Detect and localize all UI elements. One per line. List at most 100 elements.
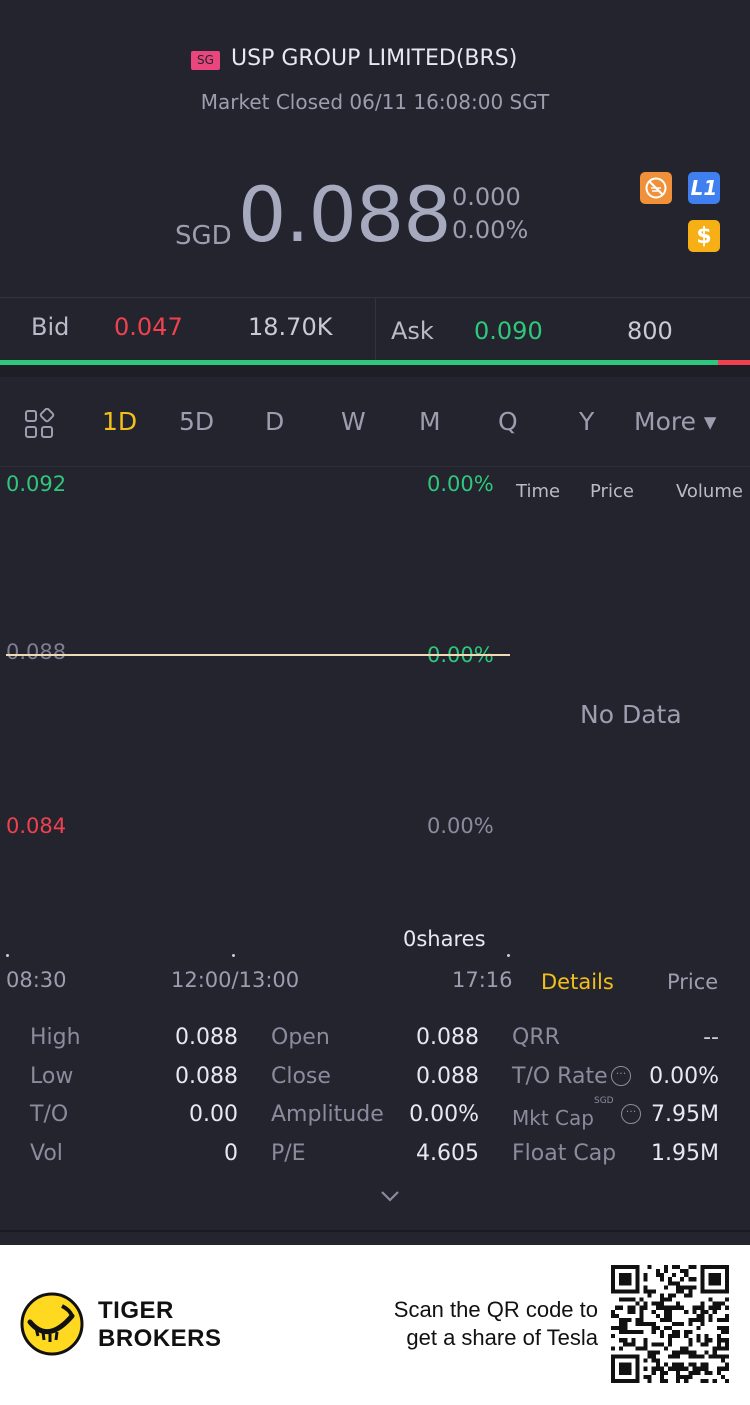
qr-module [631, 1309, 636, 1314]
qr-code-icon[interactable] [611, 1265, 729, 1383]
qr-module [692, 1370, 697, 1375]
qr-module [700, 1321, 705, 1327]
qr-module [663, 1362, 668, 1367]
qr-module [716, 1305, 721, 1310]
qr-module [643, 1346, 648, 1351]
tab-more-dropdown[interactable]: More ▾ [634, 407, 717, 436]
ts-column-time: Time [516, 481, 561, 502]
qr-module [708, 1370, 713, 1375]
no-short-sell-glyph [645, 177, 667, 199]
qr-module [696, 1366, 701, 1371]
ts-column-volume: Volume [676, 481, 743, 502]
qr-module [639, 1317, 644, 1322]
qr-module [676, 1354, 681, 1359]
qr-module [655, 1273, 660, 1278]
qr-module [659, 1277, 664, 1282]
qr-module [659, 1374, 664, 1379]
stat-mkt-cap-value: 7.95M [651, 1102, 719, 1127]
qr-module [716, 1370, 721, 1375]
qr-module [667, 1297, 673, 1302]
qr-module [704, 1378, 709, 1383]
qr-module [692, 1317, 697, 1322]
tab-year[interactable]: Y [579, 407, 595, 436]
qr-module [684, 1309, 689, 1314]
tab-quarter[interactable]: Q [498, 407, 518, 436]
stat-high-label: High [30, 1025, 81, 1050]
qr-module [623, 1338, 628, 1343]
qr-module [651, 1326, 656, 1331]
tab-day[interactable]: D [265, 407, 285, 436]
qr-module [692, 1362, 697, 1367]
x-axis-lunch-label: 12:00/13:00 [171, 968, 300, 992]
last-price: 0.088 [238, 170, 452, 259]
qr-module [663, 1269, 668, 1274]
qr-module [676, 1301, 681, 1306]
mkt-cap-info-icon[interactable]: ··· [621, 1104, 641, 1124]
qr-module [672, 1293, 677, 1298]
stat-float-cap-label: Float Cap [512, 1141, 617, 1166]
chevron-down-icon[interactable] [380, 1188, 400, 1202]
qr-module [692, 1265, 697, 1270]
qr-module [716, 1301, 721, 1306]
qr-module [712, 1354, 717, 1359]
ask-ratio-bar [718, 360, 750, 365]
qr-module [647, 1354, 652, 1359]
qr-module [720, 1346, 725, 1351]
qr-module [724, 1362, 729, 1367]
qr-module [684, 1346, 689, 1351]
qr-module [651, 1342, 656, 1347]
qr-module [659, 1297, 664, 1302]
dollar-icon[interactable]: $ [688, 220, 720, 252]
qr-module [672, 1334, 677, 1339]
qr-module [663, 1378, 668, 1383]
qr-module [659, 1293, 664, 1298]
qr-module [716, 1354, 721, 1359]
qr-module [667, 1338, 673, 1343]
qr-module [680, 1321, 685, 1327]
level-1-icon[interactable]: L1 [688, 172, 720, 204]
qr-module [680, 1305, 685, 1310]
qr-module [696, 1334, 701, 1339]
tab-week[interactable]: W [341, 407, 366, 436]
qr-module [619, 1305, 624, 1310]
tab-details[interactable]: Details [541, 970, 614, 994]
qr-module [708, 1297, 713, 1302]
qr-module [663, 1326, 668, 1331]
qr-module [676, 1281, 681, 1286]
qr-module [619, 1321, 624, 1327]
layout-grid-icon[interactable] [24, 407, 56, 440]
qr-module [680, 1269, 685, 1274]
qr-module [643, 1289, 648, 1294]
qr-module [647, 1293, 652, 1298]
tab-month[interactable]: M [419, 407, 441, 436]
qr-module [684, 1293, 689, 1298]
qr-module [676, 1366, 681, 1371]
ask-size: 800 [627, 317, 673, 345]
stat-amplitude-value: 0.00% [409, 1102, 479, 1127]
qr-module [676, 1370, 681, 1375]
tab-1d[interactable]: 1D [102, 407, 138, 436]
qr-module [611, 1326, 616, 1331]
qr-module [627, 1309, 632, 1314]
x-tick-open [6, 954, 9, 957]
x-axis-open-label: 08:30 [6, 968, 67, 992]
qr-module [631, 1297, 636, 1302]
price-line[interactable] [6, 654, 510, 656]
qr-module [676, 1350, 681, 1355]
qr-module [672, 1330, 677, 1335]
stat-volume-value: 0 [224, 1141, 238, 1166]
tab-price[interactable]: Price [667, 970, 719, 994]
qr-module [716, 1334, 721, 1339]
tab-5d[interactable]: 5D [179, 407, 215, 436]
qr-module [696, 1370, 701, 1375]
qr-module [724, 1313, 729, 1318]
qr-module [647, 1374, 652, 1379]
qr-module [684, 1350, 689, 1355]
qr-module [619, 1317, 624, 1322]
qr-module [631, 1338, 636, 1343]
qr-module [680, 1366, 685, 1371]
qr-module [639, 1297, 644, 1302]
no-short-sell-icon[interactable] [640, 172, 672, 204]
to-rate-info-icon[interactable]: ··· [611, 1066, 631, 1086]
qr-module [704, 1366, 709, 1371]
